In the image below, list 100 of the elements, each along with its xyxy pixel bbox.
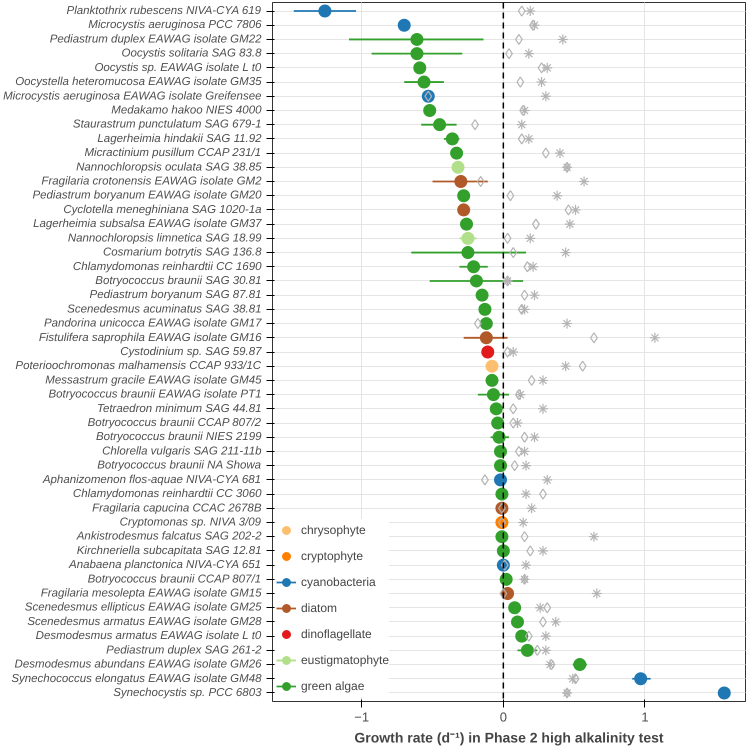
x-tick-label: 0 <box>500 710 507 724</box>
y-tick-label: Lagerheimia hindakii SAG 11.92 <box>97 132 262 145</box>
point <box>550 616 562 628</box>
legend-label: green algae <box>301 679 364 693</box>
point <box>718 686 731 700</box>
point <box>508 346 519 358</box>
point <box>457 203 470 216</box>
point <box>509 417 518 429</box>
point <box>495 488 508 501</box>
y-tick-label: Oocystis solitaria SAG 83.8 <box>122 48 262 60</box>
point <box>523 261 532 272</box>
y-tick-label: Microcystis aeruginosa PCC 7806 <box>88 19 262 32</box>
y-tick-label: Fragilaria crotonensis EAWAG isolate GM2 <box>41 176 262 188</box>
point <box>526 502 538 514</box>
legend-label: cyanobacteria <box>301 575 376 589</box>
point <box>634 672 648 686</box>
point <box>506 190 514 202</box>
point <box>542 62 553 74</box>
y-tick-label: Botryococcus braunii EAWAG isolate PT1 <box>48 388 262 401</box>
point <box>520 488 532 500</box>
y-tick-label: Anabaena planctonica NIVA-CYA 651 <box>68 559 262 572</box>
point <box>542 474 553 486</box>
y-tick-label: Nannochloropsis oculata SAG 38.85 <box>76 161 262 174</box>
point <box>578 360 587 372</box>
point <box>518 133 526 144</box>
point <box>514 389 523 400</box>
point <box>467 260 480 274</box>
point <box>514 389 526 400</box>
point <box>474 318 482 330</box>
point <box>480 331 493 344</box>
point <box>520 460 532 472</box>
y-tick-label: Pediastrum boryanum SAG 87.81 <box>90 289 262 302</box>
legend-label: eustigmatophyte <box>301 653 390 667</box>
point <box>540 90 552 102</box>
point <box>514 446 523 458</box>
point <box>509 246 518 258</box>
x-tick-label: 1 <box>641 710 649 724</box>
y-tick-label: Tetraedron minimum SAG 44.81 <box>97 402 262 415</box>
y-tick-label: Microcystis aeruginosa EAWAG isolate Greifensee <box>3 90 262 102</box>
point <box>510 460 519 472</box>
y-tick-label: Desmodesmus abundans EAWAG isolate GM26 <box>14 658 262 671</box>
point <box>542 148 550 159</box>
point <box>495 530 508 544</box>
point <box>537 374 549 386</box>
point <box>410 32 424 46</box>
point <box>499 588 508 600</box>
y-tick-label: Pandorina unicocca EAWAG isolate GM17 <box>44 318 262 330</box>
y-tick-label: Nannochloropsis limnetica SAG 18.99 <box>68 232 262 244</box>
point <box>543 602 552 614</box>
point <box>518 516 529 528</box>
point <box>519 104 528 116</box>
point <box>510 615 524 628</box>
point <box>528 290 540 301</box>
y-tick-label: Poterioochromonas malhamensis CCAP 933/1C <box>15 360 262 372</box>
point <box>540 630 552 642</box>
point <box>490 402 503 416</box>
point <box>515 630 528 643</box>
point <box>486 388 500 402</box>
point <box>527 261 539 272</box>
point <box>318 4 332 18</box>
legend-label: dinoflagellate <box>301 627 372 641</box>
y-tick-label: Kirchneriella subcapitata SAG 12.81 <box>76 544 262 557</box>
point <box>520 644 534 657</box>
point <box>588 531 600 542</box>
x-tick-label: −1 <box>354 710 370 724</box>
point <box>494 459 508 472</box>
y-tick-label: Synechococcus elongatus EAWAG isolate GM48 <box>11 672 262 685</box>
point <box>498 502 506 514</box>
point <box>534 602 546 614</box>
y-tick-label: Chlorella vulgaris SAG 211-11b <box>102 445 262 458</box>
y-tick-label: Fragilaria mesolepta EAWAG isolate GM15 <box>40 588 262 600</box>
point <box>557 34 568 46</box>
point <box>478 302 492 316</box>
point <box>518 5 526 17</box>
point <box>520 290 529 301</box>
legend-label: cryptophyte <box>301 549 364 563</box>
point <box>567 673 578 684</box>
point <box>532 218 540 230</box>
point <box>470 274 483 288</box>
point <box>509 403 518 414</box>
y-tick-label: Oocystella heteromucosa EAWAG isolate GM35 <box>15 76 262 88</box>
point <box>486 374 499 387</box>
y-tick-label: Aphanizomenon flos-aquae NIVA-CYA 681 <box>42 474 262 486</box>
y-tick-label: Cyclotella meneghiniana SAG 1020-1a <box>63 204 262 216</box>
point <box>476 176 485 188</box>
y-tick-label: Scenedesmus armatus EAWAG isolate GM28 <box>27 616 262 628</box>
point <box>504 346 512 358</box>
point <box>520 560 532 571</box>
y-tick-label: Ankistrodesmus falcatus SAG 202-2 <box>76 530 262 543</box>
point <box>446 132 459 146</box>
y-tick-label: Lagerheimia subsalsa EAWAG isolate GM37 <box>33 218 262 230</box>
point <box>529 20 538 31</box>
point <box>537 403 549 414</box>
y-tick-label: Chlamydomonas reinhardtii CC 3060 <box>72 488 262 500</box>
y-tick-label: Pediastrum duplex EAWAG isolate GM22 <box>50 33 262 46</box>
point <box>518 446 530 458</box>
point <box>424 90 432 102</box>
point <box>591 588 602 600</box>
point <box>450 146 464 160</box>
y-tick-label: Pediastrum boryanum EAWAG isolate GM20 <box>32 190 262 202</box>
